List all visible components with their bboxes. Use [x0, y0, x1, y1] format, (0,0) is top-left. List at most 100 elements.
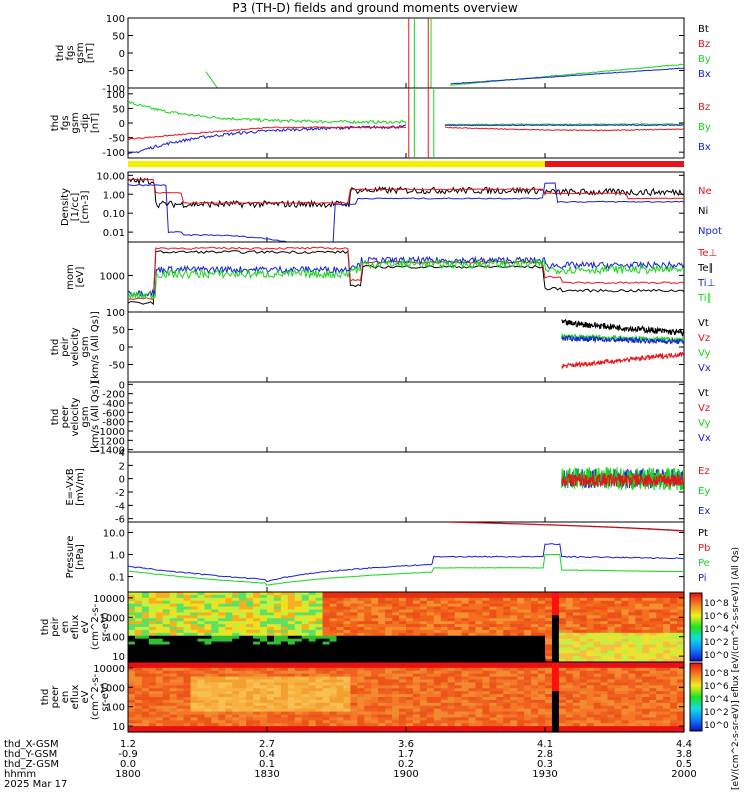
legend-entry: Bx [698, 142, 711, 153]
panel-frame [127, 311, 685, 383]
heatmap-cell [162, 662, 171, 666]
heatmap-cell [579, 621, 588, 625]
heatmap-cell [197, 638, 206, 643]
heatmap-cell [308, 592, 317, 596]
heatmap-cell [621, 606, 629, 611]
heatmap-cell [336, 714, 345, 719]
heatmap-cell [649, 594, 657, 599]
heatmap-cell [190, 659, 199, 663]
heatmap-cell [169, 688, 178, 692]
heatmap-cell [162, 685, 171, 689]
heatmap-cell [607, 621, 616, 625]
heatmap-cell [364, 726, 372, 730]
heatmap-cell [545, 615, 553, 619]
heatmap-cell [336, 717, 345, 721]
heatmap-cell [301, 632, 310, 637]
heatmap-cell [315, 638, 324, 643]
heatmap-cell [579, 702, 588, 707]
heatmap-cell [239, 667, 247, 672]
y-axis-label: thd [50, 409, 61, 426]
heatmap-cell [253, 629, 261, 634]
heatmap-cell [155, 720, 164, 724]
heatmap-cell [433, 705, 442, 710]
heatmap-cell [371, 609, 379, 614]
heatmap-cell [670, 606, 678, 611]
heatmap-cell [287, 685, 296, 689]
heatmap-cell [586, 618, 595, 622]
heatmap-cell [392, 708, 400, 713]
heatmap-cell [204, 638, 212, 643]
heatmap-cell [364, 708, 372, 713]
heatmap-cell [329, 711, 338, 716]
heatmap-cell [267, 641, 275, 646]
heatmap-cell [558, 632, 567, 637]
x-axis-hour: 1800 [115, 769, 140, 780]
heatmap-cell [656, 670, 664, 675]
heatmap-cell [190, 685, 199, 689]
colorbar-tick-label: 10^4 [704, 695, 729, 705]
heatmap-cell [454, 697, 463, 701]
y-tick-label: -50 [109, 134, 125, 145]
heatmap-cell [545, 624, 553, 628]
heatmap-cell [503, 664, 511, 669]
heatmap-cell [169, 592, 178, 596]
series-pi [128, 543, 684, 583]
heatmap-cell [565, 714, 574, 719]
heatmap-cell [538, 708, 546, 713]
heatmap-cell [454, 729, 463, 733]
heatmap-cell [329, 638, 338, 643]
heatmap-cell [169, 673, 178, 678]
heatmap-cell [357, 688, 365, 692]
heatmap-cell [551, 618, 560, 622]
heatmap-cell [260, 679, 268, 684]
heatmap-cell [426, 641, 435, 646]
heatmap-cell [141, 670, 150, 675]
heatmap-cell [350, 624, 358, 628]
heatmap-cell [322, 705, 331, 710]
heatmap-cell [461, 676, 470, 681]
heatmap-cell [190, 662, 199, 666]
heatmap-cell [538, 624, 546, 628]
heatmap-cell [183, 592, 192, 596]
heatmap-cell [426, 603, 435, 608]
heatmap-cell [656, 720, 664, 724]
heatmap-cell [162, 656, 171, 660]
heatmap-cell [433, 714, 442, 719]
heatmap-cell [426, 711, 435, 716]
heatmap-cell [510, 653, 518, 657]
y-tick-label: 0 [119, 49, 125, 60]
heatmap-cell [204, 699, 212, 704]
heatmap-cell [218, 667, 226, 672]
heatmap-cell [433, 723, 442, 727]
heatmap-cell [642, 697, 650, 701]
heatmap-cell [322, 594, 331, 599]
heatmap-cell [197, 673, 206, 678]
heatmap-cell [600, 702, 609, 707]
heatmap-cell [656, 627, 664, 631]
heatmap-cell [531, 673, 539, 678]
heatmap-cell [433, 697, 442, 701]
heatmap-cell [371, 659, 379, 663]
heatmap-cell [447, 644, 456, 649]
heatmap-cell [190, 676, 199, 681]
heatmap-cell [635, 708, 643, 713]
heatmap-cell [663, 717, 671, 721]
heatmap-cell [273, 664, 282, 669]
heatmap-cell [649, 723, 657, 727]
heatmap-cell [134, 682, 143, 686]
heatmap-cell [364, 659, 372, 663]
heatmap-cell [496, 694, 504, 698]
heatmap-cell [635, 662, 643, 666]
heatmap-cell [128, 682, 136, 686]
heatmap-cell [336, 670, 345, 675]
heatmap-cell [531, 679, 539, 684]
heatmap-cell [426, 629, 435, 634]
heatmap-cell [663, 609, 671, 614]
heatmap-cell [190, 679, 199, 684]
heatmap-cell [232, 682, 240, 686]
heatmap-cell [343, 705, 351, 710]
heatmap-cell [176, 592, 185, 596]
heatmap-cell [531, 592, 539, 596]
heatmap-cell [558, 670, 567, 675]
heatmap-cell [642, 635, 650, 640]
